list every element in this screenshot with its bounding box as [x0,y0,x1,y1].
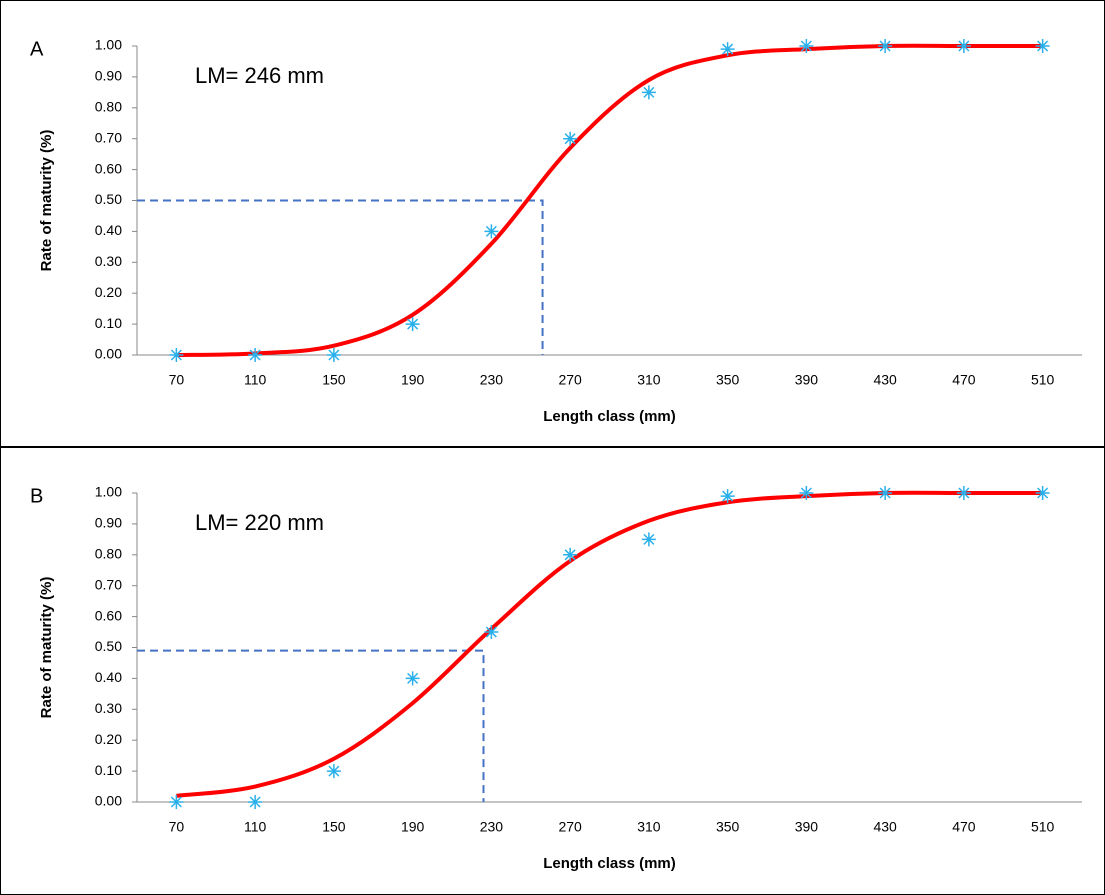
x-tick-label: 150 [322,819,346,835]
observed-point [563,547,578,562]
x-axis-title: Length class (mm) [543,408,676,425]
x-tick-label: 270 [558,372,582,388]
x-tick-label: 510 [1031,372,1055,388]
observed-point [956,39,971,53]
observed-point [878,486,893,500]
fitted-curve [176,490,1043,798]
observed-point [1035,39,1050,53]
y-axis-title: Rate of maturity (%) [38,130,55,272]
x-tick-label: 230 [480,372,504,388]
x-tick-label: 470 [952,372,976,388]
observed-point [326,764,341,779]
observed-point [641,532,656,547]
panel-border [0,0,1105,447]
y-tick-label: 0.40 [95,222,122,238]
observed-point [484,625,499,640]
observed-point [563,131,578,146]
observed-point [956,486,971,500]
x-tick-label: 470 [952,819,976,835]
y-tick-label: 0.30 [95,700,122,716]
x-tick-label: 310 [637,819,661,835]
observed-point [326,348,341,362]
y-tick-label: 0.70 [95,129,122,145]
y-tick-label: 0.80 [95,546,122,562]
observed-point [641,85,656,100]
x-tick-label: 390 [795,819,819,835]
x-tick-label: 430 [873,819,897,835]
observed-point [248,348,263,362]
observed-point [248,795,263,809]
y-tick-label: 0.90 [95,515,122,531]
panel: A LM= 246 mm 0.00 0.10 0.20 0.30 0.40 0.50 0.60 0… [0,0,1105,447]
x-tick-label: 190 [401,372,425,388]
y-tick-label: 0.00 [95,793,122,809]
observed-point [484,224,499,239]
observed-point [799,39,814,53]
y-tick-label: 0.30 [95,253,122,269]
observed-point [405,317,420,332]
y-tick-label: 0.10 [95,762,122,778]
x-tick-label: 70 [169,372,185,388]
annotation: LM= 220 mm [195,510,324,535]
y-tick-label: 0.80 [95,99,122,115]
y-tick-label: 0.60 [95,607,122,623]
x-tick-label: 310 [637,372,661,388]
x-tick-label: 150 [322,372,346,388]
x-tick-label: 430 [873,372,897,388]
y-tick-label: 0.20 [95,284,122,300]
y-tick-label: 1.00 [95,484,122,500]
observed-point [720,42,735,57]
x-tick-label: 110 [244,372,267,388]
observed-point [878,39,893,53]
x-tick-label: 70 [169,819,185,835]
y-tick-label: 0.70 [95,576,122,592]
y-tick-label: 0.20 [95,731,122,747]
panel-border [0,447,1105,895]
observed-point [169,795,184,809]
y-axis-title: Rate of maturity (%) [38,577,55,719]
x-tick-label: 350 [716,819,740,835]
y-tick-label: 0.50 [95,638,122,654]
x-axis-title: Length class (mm) [543,855,676,872]
annotation: LM= 246 mm [195,63,324,88]
y-tick-label: 0.00 [95,346,122,362]
y-tick-label: 0.10 [95,315,122,331]
reference-line [137,199,544,355]
observed-point [405,671,420,686]
panel-letter: A [30,38,44,60]
y-tick-label: 0.90 [95,68,122,84]
x-tick-label: 350 [716,372,740,388]
x-tick-label: 390 [795,372,819,388]
panel: B LM= 220 mm 0.00 0.10 0.20 0.30 0.40 0.50 0.60 0… [0,447,1105,895]
y-tick-label: 1.00 [95,37,122,53]
observed-point [799,486,814,500]
panel-letter: B [30,485,43,507]
x-tick-label: 510 [1031,819,1055,835]
x-tick-label: 190 [401,819,425,835]
x-tick-label: 270 [558,819,582,835]
observed-point [169,348,184,362]
y-tick-label: 0.40 [95,669,122,685]
reference-line [137,649,485,802]
x-tick-label: 110 [244,819,267,835]
x-tick-label: 230 [480,819,504,835]
y-tick-label: 0.50 [95,191,122,207]
observed-point [720,489,735,504]
y-tick-label: 0.60 [95,160,122,176]
observed-point [1035,486,1050,500]
